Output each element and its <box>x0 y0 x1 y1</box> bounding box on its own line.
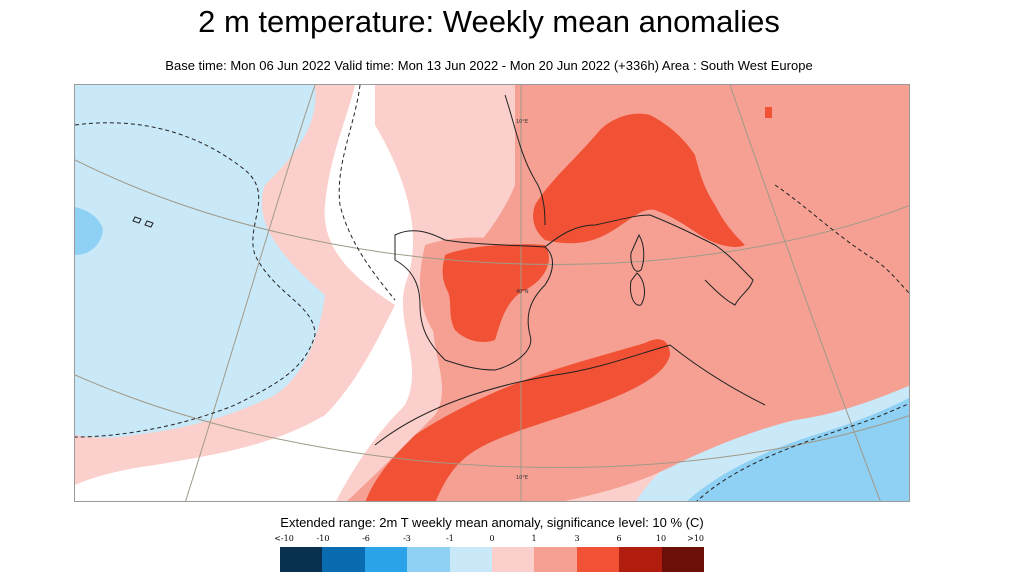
grid-label-top: 10°E <box>516 119 528 125</box>
legend-label: -10 <box>316 534 330 543</box>
strong-warm-spain <box>442 244 549 342</box>
legend-label: >10 <box>687 534 704 543</box>
moderate-cold-southeast <box>687 397 909 501</box>
legend-label: 0 <box>489 534 495 543</box>
legend-label: 10 <box>655 534 667 543</box>
legend-swatch <box>364 547 408 572</box>
anomaly-map: 10°E 40°N 10°E <box>74 84 910 502</box>
map-title: 2 m temperature: Weekly mean anomalies <box>198 4 780 39</box>
legend-swatch <box>492 547 535 572</box>
graticule <box>75 85 909 501</box>
significance-contours <box>75 85 909 501</box>
strong-warm-north-africa <box>365 339 670 501</box>
legend-color-bar <box>280 547 705 572</box>
legend-title: Extended range: 2m T weekly mean anomaly… <box>280 515 704 530</box>
legend-swatch <box>661 547 705 572</box>
legend-label: -1 <box>446 534 454 543</box>
legend-swatch <box>619 547 662 572</box>
legend-swatch <box>449 547 493 572</box>
legend-label: <-10 <box>274 534 294 543</box>
legend-label: 3 <box>574 534 580 543</box>
neutral-zone-west <box>75 85 414 501</box>
grid-label-bottom: 10°E <box>516 475 528 481</box>
coastlines <box>132 94 766 446</box>
legend-label: -3 <box>403 534 411 543</box>
weak-cold-atlantic <box>75 85 325 438</box>
moderate-cold-atlantic <box>75 207 103 255</box>
legend-label: 1 <box>531 534 537 543</box>
strong-warm-france-italy <box>533 113 745 247</box>
grid-label-mid: 40°N <box>516 289 529 295</box>
legend-swatch <box>322 547 365 572</box>
strong-warm-spot-ne <box>765 107 772 118</box>
legend-labels: <-10 -10 -6 -3 -1 0 1 3 6 10 >10 <box>274 534 704 546</box>
legend-swatch <box>280 547 323 572</box>
legend-swatch <box>576 547 620 572</box>
map-subtitle: Base time: Mon 06 Jun 2022 Valid time: M… <box>165 58 813 73</box>
legend-label: -6 <box>362 534 370 543</box>
legend-swatch <box>534 547 577 572</box>
legend-swatch <box>407 547 450 572</box>
legend-label: 6 <box>616 534 622 543</box>
